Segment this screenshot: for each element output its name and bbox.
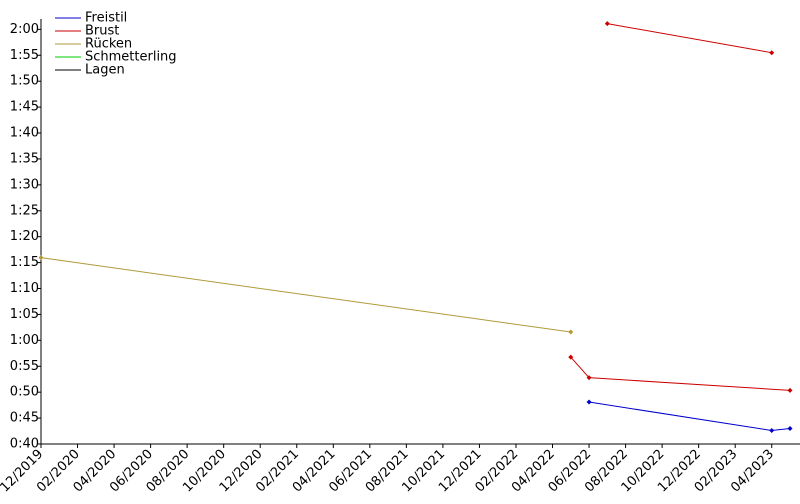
series-line bbox=[588, 401, 791, 432]
y-tick-label: 1:40 bbox=[10, 126, 39, 141]
data-point bbox=[586, 399, 592, 405]
y-tick-label: 1:35 bbox=[10, 151, 39, 166]
data-point bbox=[38, 255, 44, 261]
y-tick-label: 1:30 bbox=[10, 177, 39, 192]
y-tick-label: 1:45 bbox=[10, 100, 39, 115]
y-tick-label: 1:55 bbox=[10, 48, 39, 63]
y-tick-label: 1:20 bbox=[10, 229, 39, 244]
data-point bbox=[787, 425, 793, 431]
data-point bbox=[787, 387, 793, 393]
legend-label: Lagen bbox=[85, 63, 125, 78]
y-tick-label: 1:50 bbox=[10, 74, 39, 89]
series-line bbox=[40, 257, 571, 333]
data-point bbox=[586, 375, 592, 381]
data-point bbox=[769, 50, 775, 56]
series-line bbox=[570, 23, 791, 391]
legend-label: Rücken bbox=[85, 37, 132, 52]
y-tick-label: 1:25 bbox=[10, 203, 39, 218]
y-tick-label: 0:40 bbox=[10, 437, 39, 452]
y-tick-label: 0:45 bbox=[10, 411, 39, 426]
legend-label: Freistil bbox=[85, 11, 127, 26]
legend-label: Brust bbox=[85, 24, 119, 39]
y-tick-label: 1:10 bbox=[10, 281, 39, 296]
data-point bbox=[568, 329, 574, 335]
y-tick-label: 1:00 bbox=[10, 333, 39, 348]
y-tick-label: 0:50 bbox=[10, 385, 39, 400]
y-tick-label: 0:55 bbox=[10, 359, 39, 374]
y-tick-label: 2:00 bbox=[10, 22, 39, 37]
data-point bbox=[568, 354, 574, 360]
data-point bbox=[769, 428, 775, 434]
data-point bbox=[604, 21, 610, 27]
y-tick-label: 1:05 bbox=[10, 307, 39, 322]
y-tick-label: 1:15 bbox=[10, 255, 39, 270]
legend-label: Schmetterling bbox=[85, 50, 177, 65]
